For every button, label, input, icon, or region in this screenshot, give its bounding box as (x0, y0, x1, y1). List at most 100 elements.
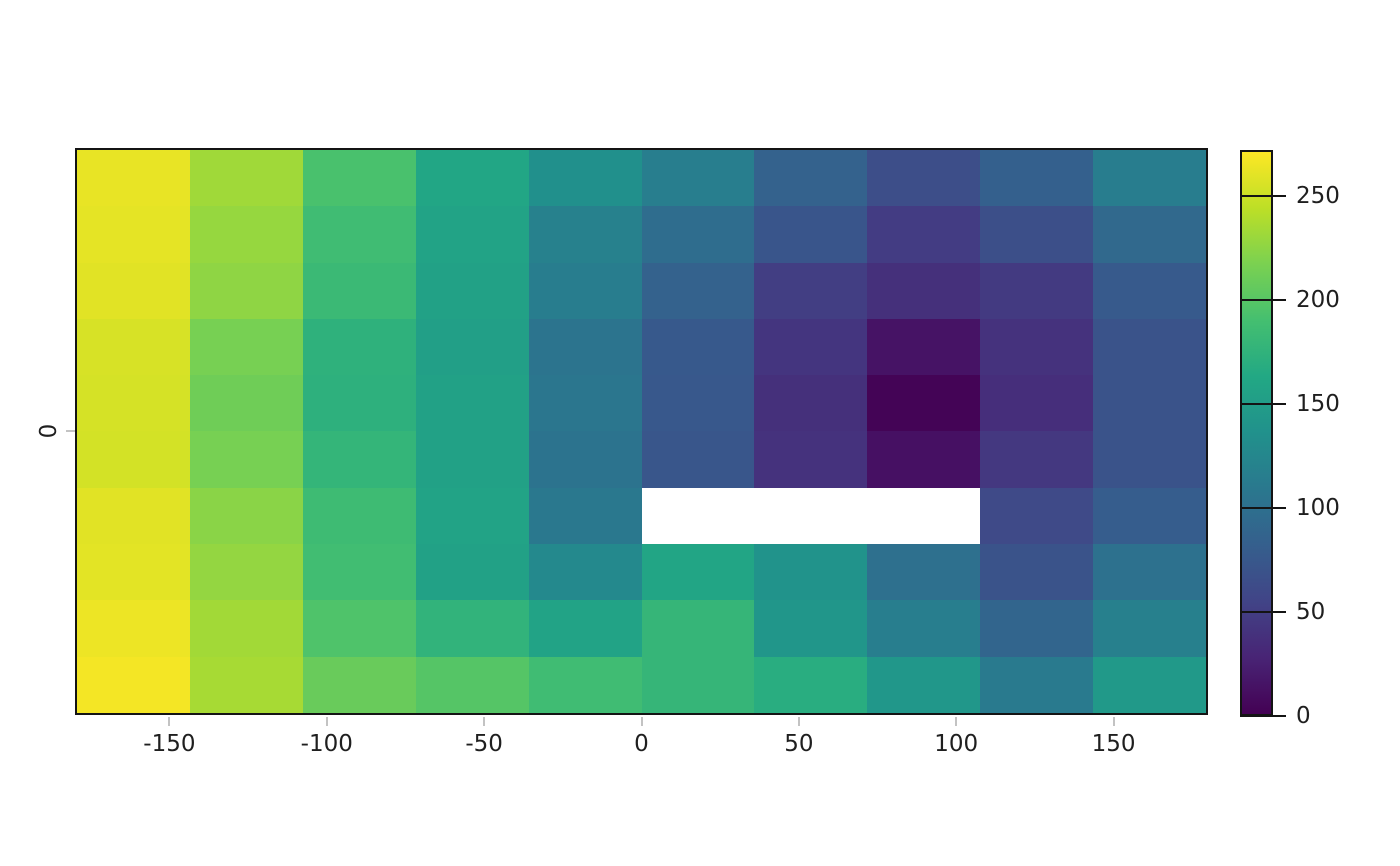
x-axis-tick (483, 717, 486, 726)
heatmap-cell (302, 656, 416, 713)
heatmap-cell (77, 487, 190, 545)
heatmap-cell (415, 487, 529, 545)
heatmap-cell (754, 150, 868, 207)
heatmap-cell (77, 431, 190, 488)
heatmap-cell (528, 431, 642, 488)
heatmap-cell (754, 206, 868, 263)
heatmap-cell (302, 544, 416, 601)
heatmap-cell (1093, 150, 1206, 207)
colorbar-tick-label: 200 (1296, 286, 1340, 313)
y-axis-tick (66, 430, 75, 432)
y-axis-tick-label: 0 (36, 423, 62, 439)
x-axis-tick-label: 100 (934, 731, 979, 757)
heatmap-cell (302, 375, 416, 432)
heatmap-cell (754, 487, 868, 545)
heatmap-cell (754, 318, 868, 376)
heatmap-cell (1093, 600, 1206, 657)
colorbar-tick-label: 250 (1296, 182, 1340, 209)
heatmap-cell (189, 487, 303, 545)
heatmap-cell (77, 544, 190, 601)
colorbar (1240, 150, 1273, 716)
heatmap-cell (754, 544, 868, 601)
heatmap-cell (415, 375, 529, 432)
heatmap-cell (415, 600, 529, 657)
heatmap-cell (980, 318, 1094, 376)
heatmap-cell (641, 544, 755, 601)
heatmap-cell (415, 431, 529, 488)
heatmap-cell (754, 431, 868, 488)
heatmap-cell (641, 487, 755, 545)
heatmap-cell (980, 656, 1094, 713)
heatmap-cell (189, 375, 303, 432)
x-axis-tick (955, 717, 958, 726)
heatmap-cell (1093, 318, 1206, 376)
heatmap-cell (641, 318, 755, 376)
heatmap-cell (867, 206, 981, 263)
heatmap-cell (641, 150, 755, 207)
heatmap-cell (1093, 544, 1206, 601)
x-axis-tick (797, 717, 800, 726)
heatmap-cell (189, 431, 303, 488)
heatmap-cell (77, 375, 190, 432)
heatmap-cell (415, 150, 529, 207)
x-axis-tick-label: 150 (1091, 731, 1136, 757)
heatmap-cell (189, 150, 303, 207)
colorbar-tick-label: 100 (1296, 494, 1340, 521)
colorbar-tick (1240, 402, 1286, 405)
heatmap-cell (867, 262, 981, 319)
colorbar-tick (1240, 715, 1286, 717)
heatmap-cell (528, 318, 642, 376)
heatmap-cell (867, 318, 981, 376)
heatmap-cell (528, 487, 642, 545)
colorbar-tick (1240, 506, 1286, 509)
heatmap-cell (415, 656, 529, 713)
heatmap-cell (867, 656, 981, 713)
x-axis-tick (640, 717, 643, 726)
heatmap-cell (754, 262, 868, 319)
heatmap-cell (754, 656, 868, 713)
heatmap-cell (302, 318, 416, 376)
heatmap-cell (528, 600, 642, 657)
heatmap-cell (867, 375, 981, 432)
heatmap-cell (867, 544, 981, 601)
x-axis-tick-label: -150 (143, 731, 196, 757)
heatmap-cell (528, 262, 642, 319)
heatmap-cell (302, 206, 416, 263)
heatmap-cell (980, 544, 1094, 601)
heatmap-cell (641, 600, 755, 657)
heatmap-cell (189, 600, 303, 657)
heatmap-cell (980, 487, 1094, 545)
heatmap-cell (77, 656, 190, 713)
heatmap-cell (980, 262, 1094, 319)
heatmap-cell (302, 487, 416, 545)
x-axis-tick-label: -50 (465, 731, 503, 757)
heatmap-cell (867, 150, 981, 207)
heatmap-cell (415, 318, 529, 376)
colorbar-tick-label: 50 (1296, 598, 1326, 625)
heatmap-cell (980, 150, 1094, 207)
heatmap-cell (528, 375, 642, 432)
heatmap-cell (189, 656, 303, 713)
heatmap-cell (189, 206, 303, 263)
heatmap-cell (77, 600, 190, 657)
heatmap-cell (77, 262, 190, 319)
heatmap-cell (754, 600, 868, 657)
heatmap-cell (302, 150, 416, 207)
heatmap-cell (867, 487, 981, 545)
heatmap-cell (1093, 375, 1206, 432)
heatmap-cell (302, 600, 416, 657)
heatmap-cell (641, 206, 755, 263)
heatmap-cell (641, 262, 755, 319)
heatmap-cell (302, 431, 416, 488)
heatmap-cell (415, 206, 529, 263)
heatmap-cell (528, 206, 642, 263)
colorbar-tick (1240, 298, 1286, 301)
heatmap-cell (528, 150, 642, 207)
x-axis-tick (1112, 717, 1115, 726)
heatmap-cell (1093, 487, 1206, 545)
heatmap-cell (528, 544, 642, 601)
heatmap-cell (189, 318, 303, 376)
heatmap-cell (641, 375, 755, 432)
heatmap-cell (980, 600, 1094, 657)
